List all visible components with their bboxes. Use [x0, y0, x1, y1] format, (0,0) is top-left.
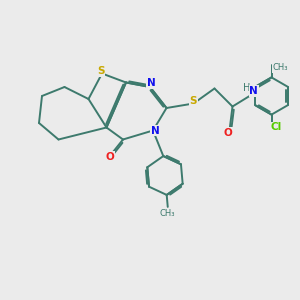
Text: Cl: Cl [270, 122, 282, 132]
Text: S: S [97, 66, 104, 76]
Text: O: O [224, 128, 232, 138]
Text: S: S [190, 96, 197, 106]
Text: N: N [151, 125, 160, 136]
Text: CH₃: CH₃ [272, 63, 288, 72]
Text: N: N [249, 86, 258, 96]
Text: H: H [243, 83, 250, 93]
Text: O: O [105, 152, 114, 162]
Text: CH₃: CH₃ [160, 209, 176, 218]
Text: N: N [147, 78, 156, 88]
